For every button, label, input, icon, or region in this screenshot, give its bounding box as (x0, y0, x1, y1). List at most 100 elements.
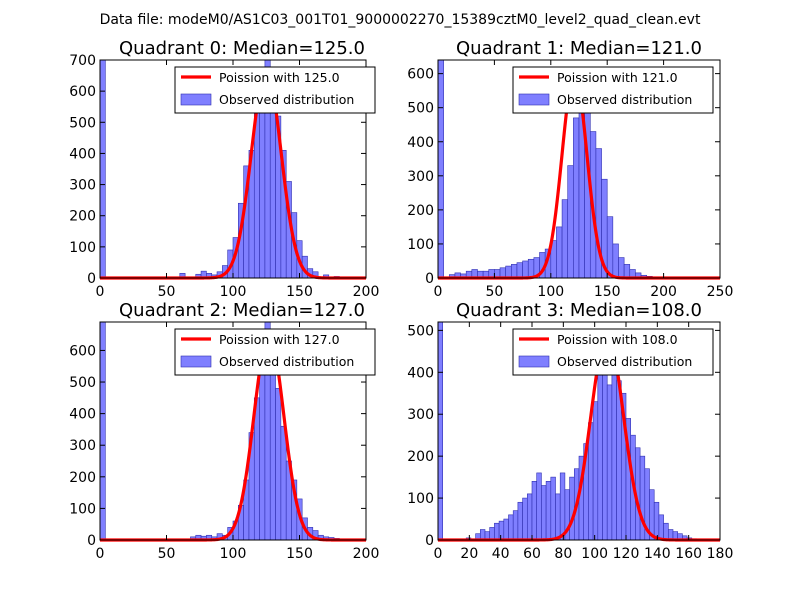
histogram-bar (658, 514, 664, 541)
histogram-bar (269, 90, 276, 279)
panel-title: Quadrant 2: Median=127.0 (119, 300, 365, 321)
x-tick-label: 250 (707, 284, 734, 300)
y-tick-label: 300 (69, 438, 96, 454)
figure-suptitle: Data file: modeM0/AS1C03_001T01_90000022… (100, 12, 701, 28)
histogram-bar (517, 501, 523, 541)
x-tick-label: 50 (485, 284, 503, 300)
y-tick-label: 500 (69, 115, 96, 131)
y-tick-label: 400 (407, 135, 434, 151)
histogram-bar (508, 514, 514, 541)
histogram-bar (592, 401, 599, 541)
histogram-bar (606, 384, 613, 541)
x-tick-label: 120 (613, 546, 640, 562)
histogram-bar (541, 485, 547, 541)
axis-ticks: 0 50 100 150 200 0 100 200 300 400 500 600 (69, 322, 379, 562)
y-tick-label: 400 (69, 146, 96, 162)
y-tick-label: 500 (407, 323, 434, 339)
histogram-bar (259, 362, 266, 541)
y-tick-label: 200 (407, 449, 434, 465)
histogram-bar (269, 350, 276, 541)
x-tick-label: 20 (460, 546, 478, 562)
histogram-bar (569, 476, 575, 541)
y-tick-label: 600 (69, 343, 96, 359)
histogram-bar (494, 522, 500, 541)
legend: Poission with 108.0 Observed distributio… (512, 328, 714, 376)
x-tick-label: 60 (523, 546, 541, 562)
histogram-bar (280, 425, 287, 541)
y-tick-label: 500 (69, 375, 96, 391)
histogram-bar (545, 481, 552, 541)
panel-title: Quadrant 0: Median=125.0 (119, 38, 365, 59)
histogram-bar (556, 226, 563, 279)
x-tick-label: 80 (554, 546, 572, 562)
x-tick-label: 0 (96, 284, 105, 300)
histogram-bar (522, 260, 529, 279)
histogram-bar (561, 199, 569, 279)
histogram-bar (99, 321, 106, 541)
panel-quadrant-3: Quadrant 3: Median=108.0 0 20 40 60 80 100 120… (407, 300, 733, 562)
x-tick-label: 100 (537, 284, 564, 300)
x-tick-label: 0 (96, 546, 105, 562)
legend-label-poisson: Poission with 125.0 (219, 70, 340, 85)
x-tick-label: 50 (158, 284, 176, 300)
legend-box (512, 328, 714, 376)
histogram-bar (606, 216, 614, 279)
histogram-bar (498, 520, 505, 541)
y-tick-label: 500 (407, 101, 434, 117)
legend: Poission with 127.0 Observed distributio… (174, 328, 376, 376)
y-tick-label: 0 (87, 271, 96, 287)
y-tick-label: 200 (407, 203, 434, 219)
y-tick-label: 400 (69, 407, 96, 423)
legend-bar-swatch (180, 93, 212, 106)
legend-label-poisson: Poission with 121.0 (557, 70, 678, 85)
x-tick-label: 150 (594, 284, 621, 300)
histogram-bar (550, 476, 556, 541)
y-tick-label: 400 (407, 365, 434, 381)
x-tick-label: 160 (675, 546, 702, 562)
x-tick-label: 50 (158, 546, 176, 562)
legend-label-observed: Observed distribution (557, 92, 692, 107)
histogram-bar (489, 527, 495, 541)
histogram-bar (555, 493, 561, 541)
panel-quadrant-1: Quadrant 1: Median=121.0 0 50 100 150 200 250… (407, 38, 733, 300)
y-tick-label: 0 (425, 533, 434, 549)
x-tick-label: 200 (353, 284, 380, 300)
x-tick-label: 100 (581, 546, 608, 562)
panel-quadrant-0: Quadrant 0: Median=125.0 0 50 100 150 200 0 10… (69, 38, 379, 300)
x-tick-label: 40 (492, 546, 510, 562)
histogram-bar (516, 262, 523, 279)
legend-bar-swatch (518, 355, 550, 368)
axes-frame (437, 321, 721, 541)
histogram-bar (99, 59, 106, 279)
legend: Poission with 125.0 Observed distributio… (174, 66, 376, 114)
y-tick-label: 600 (69, 84, 96, 100)
histogram-bar (536, 472, 542, 541)
histogram-bar (275, 388, 282, 541)
legend-bar-swatch (180, 355, 212, 368)
axes-frame (437, 59, 721, 279)
y-tick-label: 0 (425, 271, 434, 287)
x-tick-label: 100 (220, 284, 247, 300)
legend-bar-swatch (518, 93, 550, 106)
histogram-bar (618, 257, 625, 279)
histogram-bar (559, 472, 566, 541)
x-tick-label: 100 (220, 546, 247, 562)
y-tick-label: 300 (69, 178, 96, 194)
y-tick-label: 100 (407, 491, 434, 507)
histogram-bar (597, 367, 603, 541)
histogram-bar (437, 59, 444, 279)
histogram-bar (623, 264, 631, 279)
histogram-bar (437, 321, 443, 541)
y-tick-label: 100 (407, 237, 434, 253)
y-tick-label: 200 (69, 209, 96, 225)
legend-box (512, 66, 714, 114)
histogram-bar (653, 501, 660, 541)
y-tick-label: 300 (407, 407, 434, 423)
histogram-bar (526, 493, 533, 541)
panel-title: Quadrant 1: Median=121.0 (456, 38, 702, 59)
histogram-bar (505, 265, 512, 279)
histogram-bar (527, 258, 535, 279)
legend-label-observed: Observed distribution (219, 92, 354, 107)
y-tick-label: 700 (69, 53, 96, 69)
